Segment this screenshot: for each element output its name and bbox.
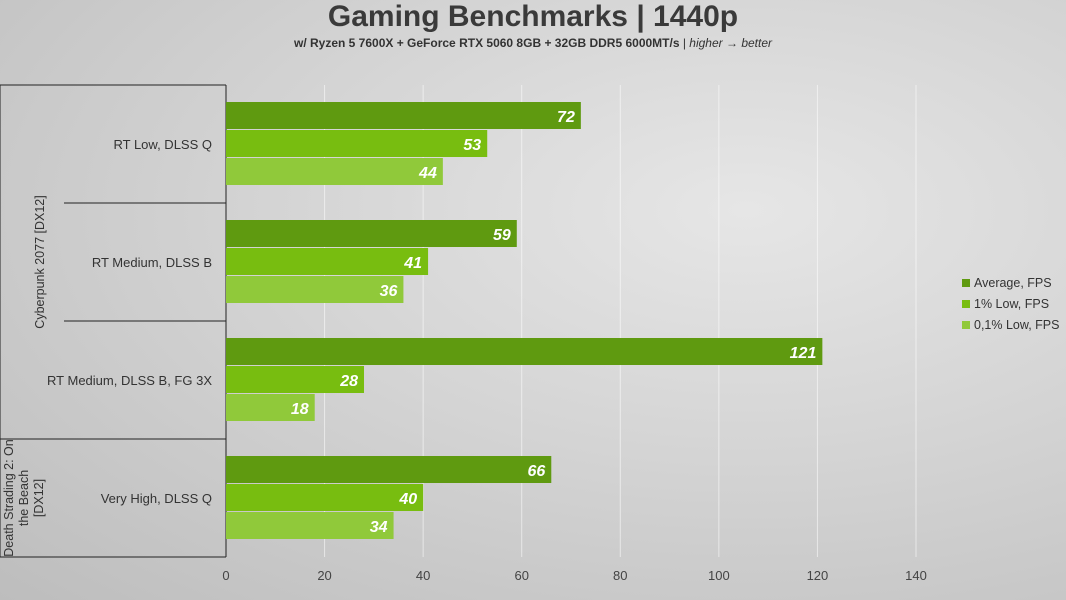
bar xyxy=(226,248,429,275)
bar-value-label: 59 xyxy=(493,227,511,244)
legend-label: 1% Low, FPS xyxy=(974,297,1049,311)
chart-title: Gaming Benchmarks | 1440p xyxy=(328,0,738,33)
bar-value-label: 41 xyxy=(403,255,422,272)
chart-subtitle-note: higher → better xyxy=(689,36,773,50)
bar-value-label: 121 xyxy=(790,345,817,362)
category-label: RT Medium, DLSS B xyxy=(92,255,212,270)
legend-swatch xyxy=(962,300,970,308)
legend-swatch xyxy=(962,321,970,329)
x-tick-label: 140 xyxy=(905,568,927,583)
legend-swatch xyxy=(962,279,970,287)
bar-value-label: 44 xyxy=(418,165,437,182)
x-tick-label: 40 xyxy=(416,568,430,583)
bar xyxy=(226,512,394,539)
legend: Average, FPS 1% Low, FPS 0,1% Low, FPS xyxy=(962,276,1059,332)
chart-subtitle-config: w/ Ryzen 5 7600X + GeForce RTX 5060 8GB … xyxy=(293,36,680,50)
bar-value-label: 36 xyxy=(380,283,398,300)
x-tick-label: 120 xyxy=(807,568,829,583)
category-label: RT Low, DLSS Q xyxy=(113,137,212,152)
bar xyxy=(226,130,488,157)
bar-value-label: 72 xyxy=(557,109,575,126)
bar xyxy=(226,338,823,365)
legend-label: Average, FPS xyxy=(974,276,1052,290)
group-label-line: Cyberpunk 2077 [DX12] xyxy=(33,195,47,328)
bar xyxy=(226,220,517,247)
x-tick-label: 20 xyxy=(317,568,331,583)
bars xyxy=(226,102,823,539)
bar xyxy=(226,276,404,303)
bar-value-label: 18 xyxy=(291,401,309,418)
category-label: RT Medium, DLSS B, FG 3X xyxy=(47,373,212,388)
bar-value-label: 34 xyxy=(370,519,388,536)
grid-lines: 0 20 40 60 80 100 120 140 xyxy=(222,85,927,583)
category-label: Very High, DLSS Q xyxy=(101,491,212,506)
bar xyxy=(226,158,443,185)
group-label: Cyberpunk 2077 [DX12] xyxy=(33,195,47,328)
bar-value-label: 53 xyxy=(463,137,481,154)
bar-value-label: 40 xyxy=(398,491,417,508)
x-tick-label: 0 xyxy=(222,568,229,583)
group-label-line: Death Strading 2: On xyxy=(2,439,16,556)
x-tick-label: 80 xyxy=(613,568,627,583)
bar-value-label: 66 xyxy=(527,463,545,480)
group-label-line: the Beach xyxy=(17,470,31,526)
bar xyxy=(226,484,424,511)
x-tick-label: 100 xyxy=(708,568,730,583)
group-label-line: [DX12] xyxy=(32,479,46,517)
chart-subtitle-separator: | xyxy=(680,36,690,50)
chart-subtitle: w/ Ryzen 5 7600X + GeForce RTX 5060 8GB … xyxy=(293,36,773,50)
labels: Cyberpunk 2077 [DX12] RT Low, DLSS Q 72 53 4… xyxy=(2,109,816,557)
bar xyxy=(226,366,364,393)
x-tick-label: 60 xyxy=(514,568,528,583)
bar-value-label: 28 xyxy=(339,373,358,390)
group-label: Death Strading 2: Onthe Beach[DX12] xyxy=(2,439,46,556)
legend-label: 0,1% Low, FPS xyxy=(974,318,1059,332)
bar xyxy=(226,394,315,421)
bar xyxy=(226,102,581,129)
bar xyxy=(226,456,552,483)
